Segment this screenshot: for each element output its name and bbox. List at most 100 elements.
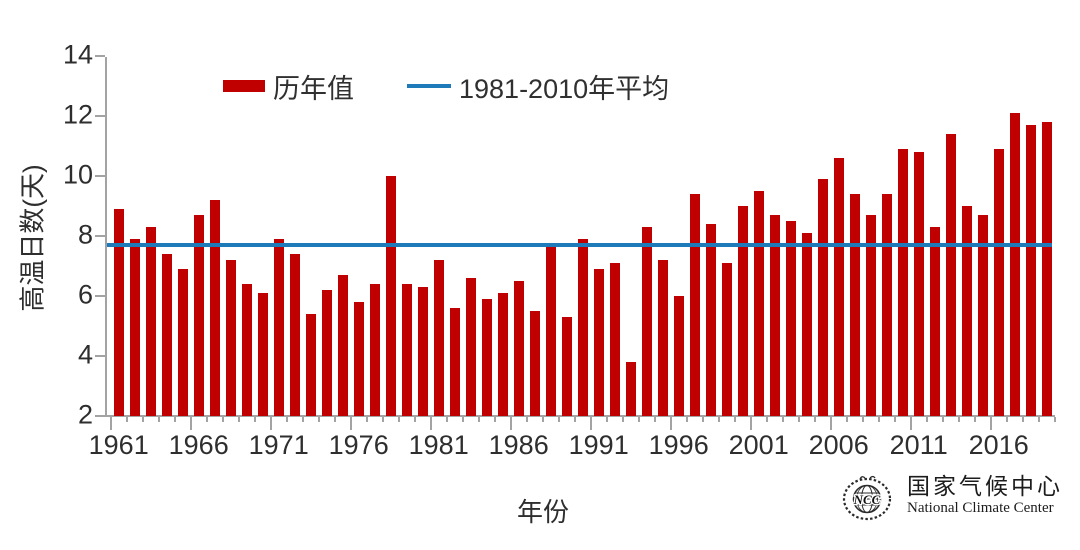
bar-1970 bbox=[257, 293, 268, 416]
x-minor-tick bbox=[493, 417, 496, 422]
bar-2017 bbox=[1009, 113, 1020, 416]
bar-1977 bbox=[369, 284, 380, 416]
x-minor-tick bbox=[397, 417, 400, 422]
x-minor-tick bbox=[1021, 417, 1024, 422]
x-tick-label: 2001 bbox=[728, 430, 789, 460]
y-axis-line bbox=[105, 57, 107, 417]
x-minor-tick bbox=[1037, 417, 1040, 422]
y-tick-label: 12 bbox=[62, 99, 93, 130]
x-minor-tick bbox=[301, 417, 304, 422]
x-minor-tick bbox=[205, 417, 208, 422]
x-minor-tick bbox=[1053, 417, 1056, 422]
bar-1969 bbox=[241, 284, 252, 416]
x-minor-tick bbox=[717, 417, 720, 422]
legend-bar-swatch-icon bbox=[223, 80, 265, 92]
bar-1965 bbox=[177, 269, 188, 416]
bar-1961 bbox=[113, 209, 124, 416]
bar-2016 bbox=[993, 149, 1004, 416]
x-minor-tick bbox=[557, 417, 560, 422]
x-minor-tick bbox=[413, 417, 416, 422]
bar-2018 bbox=[1025, 125, 1036, 416]
x-major-tick bbox=[429, 417, 432, 430]
bar-1992 bbox=[609, 263, 620, 416]
x-tick-label: 1966 bbox=[168, 430, 229, 460]
bar-2006 bbox=[833, 158, 844, 416]
x-minor-tick bbox=[813, 417, 816, 422]
bar-2014 bbox=[961, 206, 972, 416]
x-tick-label: 2016 bbox=[968, 430, 1029, 460]
bar-1980 bbox=[417, 287, 428, 416]
bar-1976 bbox=[353, 302, 364, 416]
x-minor-tick bbox=[781, 417, 784, 422]
svg-text:NCC: NCC bbox=[853, 492, 881, 507]
bar-2008 bbox=[865, 215, 876, 416]
bar-1986 bbox=[513, 281, 524, 416]
bar-2002 bbox=[769, 215, 780, 416]
x-minor-tick bbox=[685, 417, 688, 422]
y-tick-label: 2 bbox=[77, 399, 93, 430]
bar-1967 bbox=[209, 200, 220, 416]
x-major-tick bbox=[269, 417, 272, 430]
bar-1981 bbox=[433, 260, 444, 416]
bar-2004 bbox=[801, 233, 812, 416]
x-tick-label: 1991 bbox=[568, 430, 629, 460]
x-minor-tick bbox=[957, 417, 960, 422]
y-tick bbox=[95, 355, 105, 357]
bar-1991 bbox=[593, 269, 604, 416]
bar-1994 bbox=[641, 227, 652, 416]
x-minor-tick bbox=[173, 417, 176, 422]
y-tick-label: 14 bbox=[62, 39, 93, 70]
bar-2003 bbox=[785, 221, 796, 416]
bar-1996 bbox=[673, 296, 684, 416]
x-tick-label: 1961 bbox=[88, 430, 149, 460]
bar-2000 bbox=[737, 206, 748, 416]
x-minor-tick bbox=[253, 417, 256, 422]
x-minor-tick bbox=[941, 417, 944, 422]
bar-1979 bbox=[401, 284, 412, 416]
bar-2010 bbox=[897, 149, 908, 416]
x-minor-tick bbox=[381, 417, 384, 422]
x-minor-tick bbox=[317, 417, 320, 422]
y-tick-label: 6 bbox=[77, 279, 93, 310]
bar-2012 bbox=[929, 227, 940, 416]
x-axis-line bbox=[105, 415, 1055, 417]
bar-1964 bbox=[161, 254, 172, 416]
x-major-tick bbox=[189, 417, 192, 430]
x-minor-tick bbox=[141, 417, 144, 422]
x-minor-tick bbox=[365, 417, 368, 422]
bar-2001 bbox=[753, 191, 764, 416]
x-minor-tick bbox=[925, 417, 928, 422]
y-tick bbox=[95, 175, 105, 177]
ncc-emblem-icon: NCC bbox=[842, 475, 892, 521]
bar-2009 bbox=[881, 194, 892, 416]
y-tick bbox=[95, 115, 105, 117]
x-minor-tick bbox=[573, 417, 576, 422]
bar-2019 bbox=[1041, 122, 1052, 416]
x-minor-tick bbox=[653, 417, 656, 422]
x-tick-label: 2011 bbox=[889, 430, 948, 460]
legend-label-mean-line: 1981-2010年平均 bbox=[459, 73, 670, 104]
x-major-tick bbox=[749, 417, 752, 430]
x-minor-tick bbox=[525, 417, 528, 422]
x-minor-tick bbox=[445, 417, 448, 422]
x-tick-label: 1971 bbox=[248, 430, 309, 460]
x-minor-tick bbox=[621, 417, 624, 422]
ncc-logo: NCC 国家气候中心 National Climate Center bbox=[834, 474, 1063, 521]
y-tick-label: 8 bbox=[77, 219, 93, 250]
bar-2015 bbox=[977, 215, 988, 416]
bar-1973 bbox=[305, 314, 316, 416]
logo-en-name: National Climate Center bbox=[907, 500, 1054, 517]
y-tick-label: 10 bbox=[62, 159, 93, 190]
bar-2005 bbox=[817, 179, 828, 416]
bar-1999 bbox=[721, 263, 732, 416]
bar-1974 bbox=[321, 290, 332, 416]
x-minor-tick bbox=[333, 417, 336, 422]
legend-item-mean-line: 1981-2010年平均 bbox=[407, 70, 669, 104]
y-tick bbox=[95, 295, 105, 297]
bar-1972 bbox=[289, 254, 300, 416]
logo-cn-name: 国家气候中心 bbox=[907, 474, 1063, 499]
bar-1993 bbox=[625, 362, 636, 416]
y-tick-label: 4 bbox=[77, 339, 93, 370]
x-minor-tick bbox=[765, 417, 768, 422]
x-minor-tick bbox=[861, 417, 864, 422]
